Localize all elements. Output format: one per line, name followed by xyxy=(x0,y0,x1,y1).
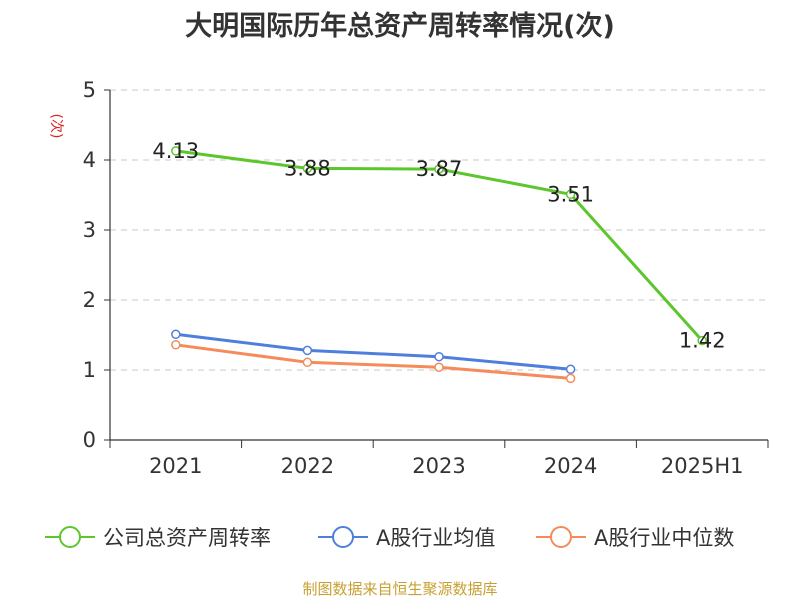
source-note: 制图数据来自恒生聚源数据库 xyxy=(302,580,498,598)
x-tick-label: 2021 xyxy=(149,454,202,478)
legend: 公司总资产周转率 A股行业均值 A股行业中位数 xyxy=(45,526,734,550)
data-point xyxy=(434,164,444,174)
x-tick-label: 2023 xyxy=(412,454,465,478)
data-point xyxy=(565,189,576,200)
data-point xyxy=(171,340,181,350)
y-tick-label: 2 xyxy=(83,288,96,312)
data-label: 3.87 xyxy=(416,157,463,181)
x-tick-label: 2024 xyxy=(544,454,597,478)
y-tick-label: 1 xyxy=(83,358,96,382)
data-point xyxy=(171,146,181,156)
data-point xyxy=(302,345,313,356)
legend-marker[interactable] xyxy=(550,526,572,548)
y-tick-label: 3 xyxy=(83,218,96,242)
data-point xyxy=(302,163,313,174)
series-line xyxy=(175,332,571,371)
data-point xyxy=(697,335,707,346)
data-label: 1.42 xyxy=(679,329,726,353)
legend-marker[interactable] xyxy=(332,526,354,548)
legend-marker[interactable] xyxy=(59,526,81,548)
axes: 0 1 2 3 4 5 (次) 2021 2022 2023 2024 2025H1 xyxy=(48,78,769,478)
y-tick-label: 0 xyxy=(83,428,96,452)
legend-label[interactable]: 公司总资产周转率 xyxy=(103,526,271,550)
data-point xyxy=(434,362,444,372)
data-point xyxy=(565,364,576,375)
legend-label[interactable]: A股行业中位数 xyxy=(594,526,734,550)
legend-label[interactable]: A股行业均值 xyxy=(376,526,495,550)
y-tick-label: 5 xyxy=(83,78,96,102)
data-point xyxy=(565,373,576,384)
x-tick-label: 2025H1 xyxy=(661,454,744,478)
grid-lines xyxy=(110,89,768,371)
y-tick-label: 4 xyxy=(83,148,96,172)
data-label: 3.88 xyxy=(284,156,331,180)
data-labels: 4.13 3.88 3.87 3.51 1.42 xyxy=(152,139,725,353)
data-point xyxy=(302,357,313,368)
data-label: 3.51 xyxy=(547,182,594,206)
chart-title: 大明国际历年总资产周转率情况(次) xyxy=(185,11,615,42)
x-tick-label: 2022 xyxy=(281,454,334,478)
data-point xyxy=(171,329,181,340)
series xyxy=(171,146,707,384)
y-axis-label: (次) xyxy=(48,114,64,139)
data-label: 4.13 xyxy=(152,139,199,163)
series-line xyxy=(175,343,571,380)
data-point xyxy=(434,351,444,362)
